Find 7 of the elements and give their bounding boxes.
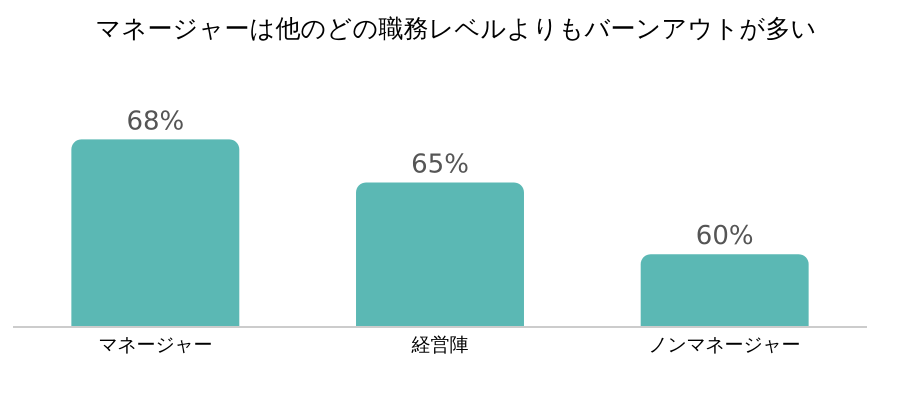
data-label: 65% [411,149,469,180]
data-label: 68% [126,106,184,136]
x-tick-label: マネージャー [98,334,212,356]
x-tick-label: ノンマネージャー [648,334,801,356]
x-tick-label: 経営陣 [410,334,468,356]
chart-title: マネージャーは他のどの職務レベルよりもバーンアウトが多い [96,14,816,44]
data-label: 60% [696,221,754,252]
